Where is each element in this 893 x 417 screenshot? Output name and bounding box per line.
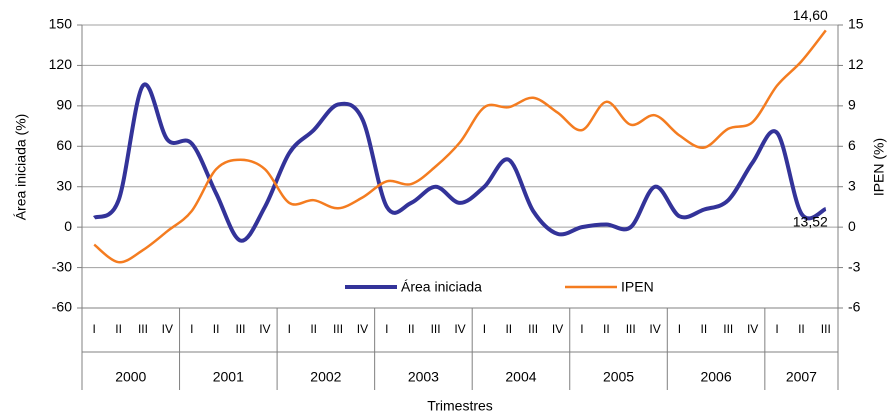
x-tick-label: I: [190, 322, 193, 336]
y2-tick-label: 15: [848, 16, 864, 32]
x-tick-label: II: [505, 322, 512, 336]
x-tick-label: II: [213, 322, 220, 336]
x-tick-label: IV: [747, 322, 758, 336]
series-line: [93, 29, 827, 264]
x-group-label: 2003: [408, 369, 439, 385]
x-tick-label: III: [333, 322, 343, 336]
x-group-label: 2004: [505, 369, 536, 385]
x-group-label: 2000: [115, 369, 146, 385]
x-group-label: 2007: [786, 369, 817, 385]
x-tick-label: III: [138, 322, 148, 336]
x-tick-label: IV: [552, 322, 563, 336]
x-group-label: 2006: [700, 369, 731, 385]
x-tick-label: III: [821, 322, 831, 336]
y2-tick-label: -6: [848, 299, 861, 315]
x-tick-label: III: [723, 322, 733, 336]
x-tick-label: I: [288, 322, 291, 336]
x-tick-label: I: [580, 322, 583, 336]
y2-tick-label: 3: [848, 177, 856, 193]
legend-label: IPEN: [621, 279, 654, 295]
y-axis-label: Área iniciada (%): [13, 114, 29, 221]
y-tick-label: 60: [56, 137, 72, 153]
y-tick-label: 90: [56, 97, 72, 113]
y-tick-label: 150: [49, 16, 73, 32]
y2-tick-label: 9: [848, 97, 856, 113]
x-tick-label: III: [528, 322, 538, 336]
y2-tick-label: 0: [848, 218, 856, 234]
x-tick-label: II: [408, 322, 415, 336]
x-tick-label: I: [775, 322, 778, 336]
x-group-label: 2001: [213, 369, 244, 385]
y2-axis-label: IPEN (%): [871, 138, 887, 196]
y-tick-label: -60: [52, 299, 72, 315]
x-tick-label: III: [236, 322, 246, 336]
x-axis-label: Trimestres: [427, 398, 493, 414]
x-tick-label: II: [603, 322, 610, 336]
data-label: 14,60: [793, 7, 828, 23]
x-tick-label: II: [798, 322, 805, 336]
x-group-label: 2002: [310, 369, 341, 385]
y2-tick-label: 12: [848, 56, 864, 72]
x-tick-label: IV: [259, 322, 270, 336]
x-tick-label: I: [385, 322, 388, 336]
data-label: 13,52: [793, 214, 828, 230]
y-tick-label: 30: [56, 177, 72, 193]
x-tick-label: III: [431, 322, 441, 336]
x-tick-label: I: [483, 322, 486, 336]
x-tick-label: II: [310, 322, 317, 336]
legend-label: Área iniciada: [401, 279, 482, 295]
series-line: [93, 82, 827, 243]
x-tick-label: I: [678, 322, 681, 336]
y-tick-label: 0: [64, 218, 72, 234]
x-tick-label: IV: [357, 322, 368, 336]
x-tick-label: III: [626, 322, 636, 336]
x-group-label: 2005: [603, 369, 634, 385]
x-tick-label: IV: [454, 322, 465, 336]
x-tick-label: IV: [649, 322, 660, 336]
y-tick-label: -30: [52, 258, 72, 274]
x-tick-label: II: [701, 322, 708, 336]
x-tick-label: IV: [162, 322, 173, 336]
y2-tick-label: 6: [848, 137, 856, 153]
y-tick-label: 120: [49, 56, 73, 72]
x-tick-label: I: [93, 322, 96, 336]
y2-tick-label: -3: [848, 258, 861, 274]
x-tick-label: II: [115, 322, 122, 336]
